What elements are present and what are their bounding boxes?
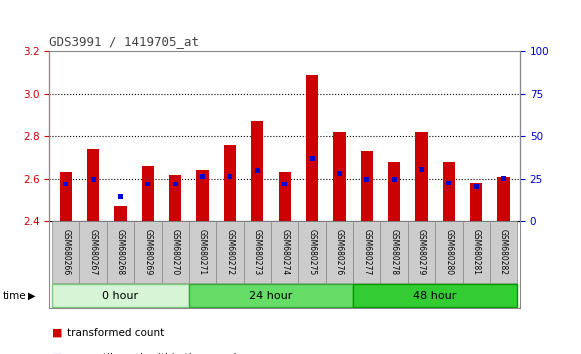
Bar (306, 75, 318, 221)
Text: ■: ■ (52, 328, 63, 338)
Bar (278, 172, 291, 221)
Text: GSM680267: GSM680267 (89, 229, 98, 275)
Text: GDS3991 / 1419705_at: GDS3991 / 1419705_at (49, 35, 199, 48)
Bar (271, 221, 299, 283)
Bar (333, 132, 346, 221)
Text: GSM680268: GSM680268 (116, 229, 125, 275)
Text: GSM680269: GSM680269 (144, 229, 152, 275)
Bar (255, 168, 260, 173)
Text: GSM680280: GSM680280 (444, 229, 453, 275)
Bar (474, 184, 479, 189)
Bar (415, 132, 428, 221)
Bar (326, 221, 353, 283)
Bar (52, 221, 80, 283)
Bar (299, 221, 326, 283)
Bar (118, 194, 123, 199)
Text: GSM680277: GSM680277 (363, 229, 371, 275)
Bar (224, 145, 236, 221)
Bar (282, 182, 287, 187)
Bar (200, 174, 205, 179)
Text: ■: ■ (52, 353, 63, 354)
Bar (243, 221, 271, 283)
Text: GSM680278: GSM680278 (390, 229, 399, 275)
Bar (134, 221, 162, 283)
Bar (216, 221, 243, 283)
Bar (353, 285, 517, 307)
Bar (388, 162, 400, 221)
Text: GSM680279: GSM680279 (417, 229, 426, 275)
Text: ▶: ▶ (28, 291, 35, 301)
Bar (189, 221, 216, 283)
Bar (145, 182, 150, 187)
Bar (408, 221, 435, 283)
Bar (462, 221, 490, 283)
Bar (80, 221, 107, 283)
Text: GSM680281: GSM680281 (472, 229, 480, 275)
Bar (337, 171, 342, 176)
Bar (91, 177, 96, 182)
Bar (381, 221, 408, 283)
Bar (364, 177, 370, 182)
Bar (87, 149, 99, 221)
Bar (52, 285, 189, 307)
Bar (443, 162, 455, 221)
Text: GSM680276: GSM680276 (335, 229, 344, 275)
Bar (107, 221, 134, 283)
Bar (189, 285, 353, 307)
Text: transformed count: transformed count (67, 328, 164, 338)
Bar (446, 181, 451, 185)
Text: GSM680271: GSM680271 (198, 229, 207, 275)
Bar (142, 166, 154, 221)
Text: GSM680273: GSM680273 (253, 229, 262, 275)
Bar (310, 156, 314, 161)
Bar (501, 176, 506, 181)
Bar (490, 221, 517, 283)
Text: percentile rank within the sample: percentile rank within the sample (67, 353, 243, 354)
Bar (162, 221, 189, 283)
Text: time: time (3, 291, 27, 301)
Text: GSM680272: GSM680272 (225, 229, 235, 275)
Text: GSM680270: GSM680270 (171, 229, 180, 275)
Bar (114, 206, 127, 221)
Text: GSM680266: GSM680266 (62, 229, 70, 275)
Bar (419, 167, 424, 172)
Bar (497, 177, 510, 221)
Bar (228, 174, 232, 179)
Bar (251, 121, 264, 221)
Text: GSM680274: GSM680274 (280, 229, 289, 275)
Text: 0 hour: 0 hour (102, 291, 139, 301)
Text: GSM680275: GSM680275 (307, 229, 317, 275)
Text: 24 hour: 24 hour (249, 291, 293, 301)
Bar (470, 183, 482, 221)
Text: 48 hour: 48 hour (414, 291, 457, 301)
Bar (60, 172, 72, 221)
Bar (353, 221, 381, 283)
Bar (392, 177, 397, 182)
Bar (169, 175, 181, 221)
Bar (63, 182, 68, 187)
Bar (361, 151, 373, 221)
Bar (173, 182, 178, 187)
Bar (435, 221, 462, 283)
Bar (196, 170, 209, 221)
Text: GSM680282: GSM680282 (499, 229, 508, 275)
